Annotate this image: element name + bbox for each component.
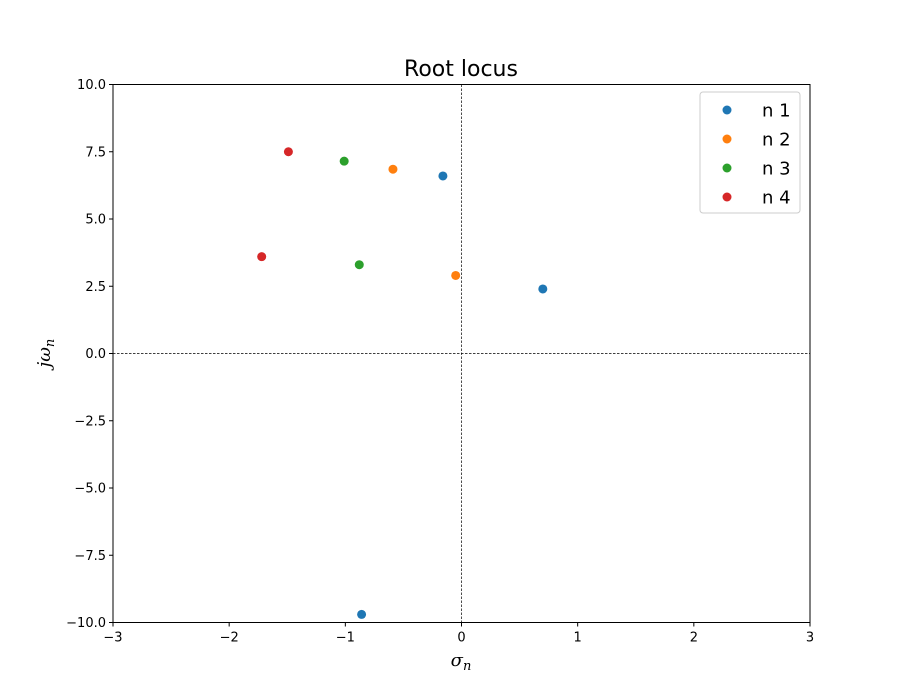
y-tick-label: 5.0 — [85, 213, 106, 228]
x-axis-label: σn — [451, 650, 472, 674]
y-tick-label: −5.0 — [74, 482, 106, 497]
x-tick-label: −3 — [103, 631, 122, 646]
y-tick-label: −2.5 — [74, 414, 106, 429]
data-point — [283, 147, 293, 157]
chart-title: Root locus — [404, 57, 518, 82]
y-axis-label: jωn — [34, 339, 58, 372]
y-tick-label: −10.0 — [66, 616, 106, 631]
y-tick-label: 7.5 — [85, 145, 106, 160]
data-point — [357, 609, 367, 619]
data-point — [339, 156, 349, 166]
reference-lines — [113, 84, 810, 623]
x-axis-ticks: −3 −2 −1 0 1 2 3 — [103, 622, 814, 646]
y-tick-label: 0.0 — [85, 347, 106, 362]
legend: n 1 n 2 n 3 n 4 — [699, 91, 801, 214]
data-point — [257, 252, 267, 262]
y-tick-label: 10.0 — [77, 78, 106, 93]
data-point — [451, 270, 461, 280]
x-axis-label-subscript: n — [463, 659, 471, 674]
x-tick-label: 1 — [574, 631, 582, 646]
x-tick-label: −2 — [220, 631, 239, 646]
y-axis-label-subscript: n — [43, 339, 58, 347]
legend-marker — [722, 192, 732, 202]
legend-marker — [722, 134, 732, 144]
data-point — [354, 260, 364, 270]
x-tick-label: 0 — [457, 631, 465, 646]
x-tick-label: −1 — [336, 631, 355, 646]
x-axis-label-symbol: σ — [451, 650, 464, 671]
x-tick-label: 2 — [690, 631, 698, 646]
data-points — [257, 147, 548, 619]
y-tick-label: −7.5 — [74, 549, 106, 564]
legend-label: n 2 — [762, 130, 791, 151]
legend-label: n 1 — [762, 101, 791, 122]
legend-label: n 3 — [762, 159, 791, 180]
y-axis-label-symbol: jω — [34, 347, 55, 372]
legend-marker — [722, 163, 732, 173]
legend-box — [699, 91, 801, 214]
y-axis-ticks: 10.0 7.5 5.0 2.5 0.0 −2.5 −5.0 −7.5 −10.0 — [66, 78, 113, 631]
data-point — [538, 284, 548, 294]
y-tick-label: 2.5 — [85, 280, 106, 295]
x-tick-label: 3 — [806, 631, 814, 646]
legend-label: n 4 — [762, 188, 791, 209]
data-point — [388, 164, 398, 174]
data-point — [438, 171, 448, 181]
legend-marker — [722, 105, 732, 115]
